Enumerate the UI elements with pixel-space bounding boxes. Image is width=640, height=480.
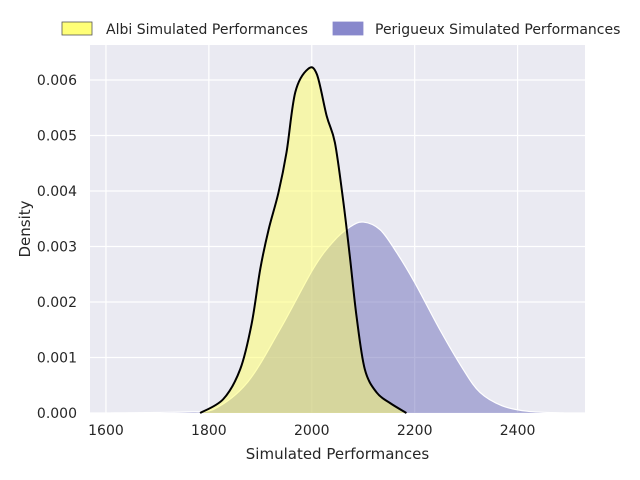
legend-swatch-albi: [61, 21, 93, 36]
x-tick-label: 2200: [397, 423, 433, 439]
y-tick-label: 0.005: [37, 128, 77, 144]
legend-label-albi: Albi Simulated Performances: [106, 22, 308, 38]
x-tick-label: 1800: [191, 423, 227, 439]
y-tick-label: 0.000: [37, 406, 77, 422]
kde-line-albi: [199, 66, 407, 414]
x-tick-label: 1600: [88, 423, 124, 439]
x-axis-label: Simulated Performances: [246, 445, 430, 463]
y-axis-label: Density: [16, 200, 34, 257]
y-tick-label: 0.003: [37, 239, 77, 255]
legend-swatch-perigueux: [332, 21, 364, 36]
y-tick-label: 0.002: [37, 295, 77, 311]
y-tick-label: 0.001: [37, 350, 77, 366]
x-tick-label: 2000: [294, 423, 330, 439]
y-tick-label: 0.004: [37, 184, 77, 200]
legend: Albi Simulated Performances Perigueux Si…: [61, 21, 620, 38]
y-tick-label: 0.006: [37, 73, 77, 89]
x-tick-label: 2400: [500, 423, 536, 439]
legend-label-perigueux: Perigueux Simulated Performances: [375, 22, 620, 38]
